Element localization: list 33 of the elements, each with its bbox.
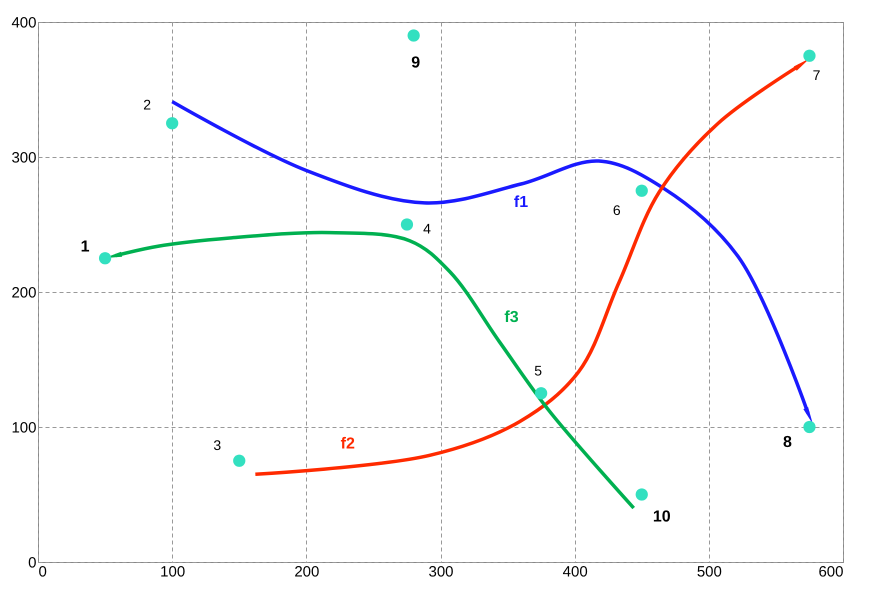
- point: [535, 387, 548, 400]
- annotation: 10: [652, 508, 671, 526]
- x-tick-label: 200: [294, 564, 320, 580]
- annotation: 2: [143, 96, 152, 112]
- annotation: 1: [80, 238, 90, 256]
- x-tick-label: 600: [818, 564, 844, 580]
- point: [233, 454, 246, 467]
- series-label: f2: [340, 435, 355, 452]
- y-tick-label: 100: [11, 420, 36, 436]
- point: [400, 218, 414, 231]
- annotation: 7: [812, 66, 821, 83]
- point: [803, 50, 816, 62]
- annotation: 5: [534, 362, 542, 378]
- point: [408, 29, 420, 42]
- annotation: 6: [612, 202, 621, 218]
- x-tick-label: 400: [562, 564, 588, 580]
- y-tick-label: 300: [11, 150, 36, 166]
- x-tick-label: 500: [696, 564, 722, 580]
- point: [803, 420, 816, 434]
- point: [636, 488, 648, 501]
- x-tick-label: 0: [38, 564, 47, 580]
- series-label: f3: [504, 308, 519, 326]
- y-tick-label: 400: [11, 14, 36, 32]
- annotation: 3: [213, 436, 222, 453]
- series-label: f1: [514, 194, 528, 211]
- annotation: 4: [423, 220, 432, 236]
- point: [166, 117, 178, 130]
- point: [636, 184, 648, 197]
- annotation: 8: [783, 434, 792, 451]
- x-tick-label: 100: [160, 564, 186, 580]
- annotation: 9: [411, 54, 420, 72]
- y-tick-label: 200: [11, 284, 36, 302]
- x-tick-label: 300: [428, 564, 454, 580]
